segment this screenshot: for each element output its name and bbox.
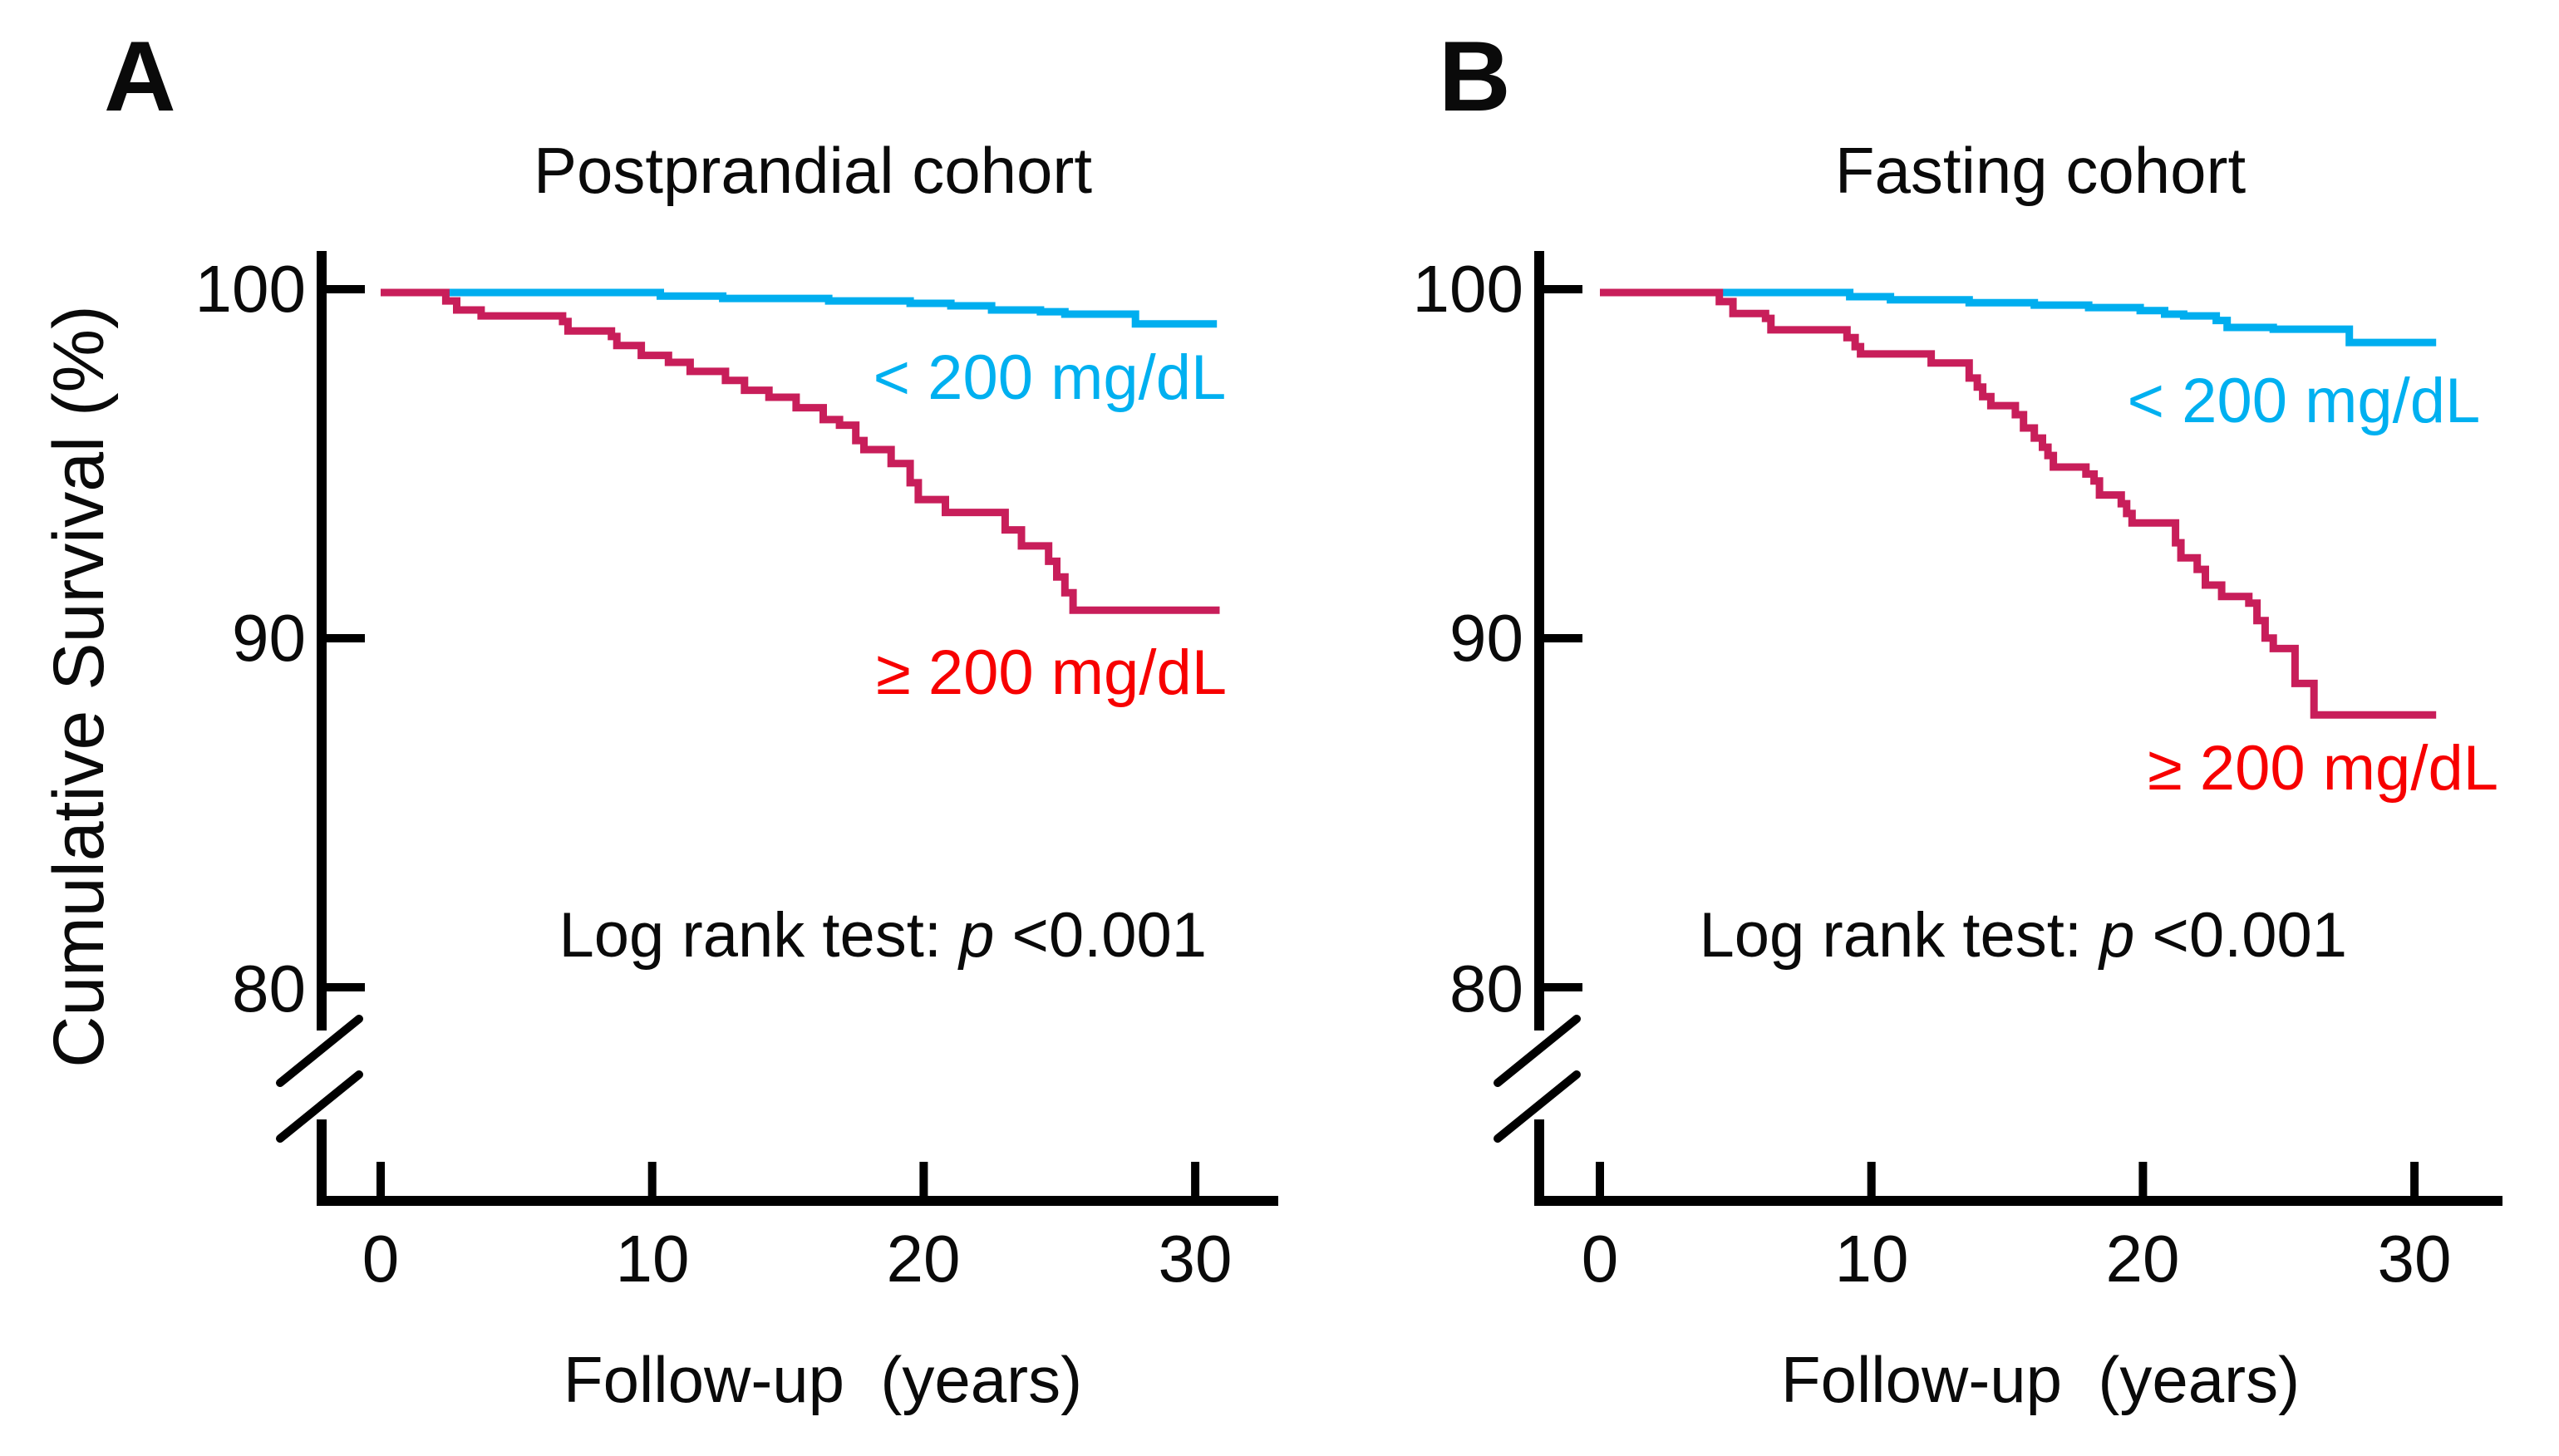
y-tick-label-90: 90: [1449, 601, 1523, 675]
y-tick-label-100: 100: [1412, 252, 1523, 326]
annotation-p: p: [959, 900, 995, 971]
y-tick-label-80: 80: [232, 952, 306, 1026]
legend-below-200: < 200 mg/dL: [2127, 366, 2481, 436]
survival-curve-above-200: [1600, 288, 2437, 719]
legend-above-200: ≥ 200 mg/dL: [876, 637, 1227, 708]
panel-letter-b: B: [1439, 21, 1511, 132]
legend-below-200: < 200 mg/dL: [873, 342, 1227, 413]
survival-curve-below-200: [381, 288, 1218, 328]
axis-break-slash: [1494, 1015, 1581, 1087]
panel-title-fasting: Fasting cohort: [1834, 134, 2247, 207]
annotation-p: p: [2099, 900, 2135, 971]
annotation-value: <0.001: [2134, 900, 2348, 971]
x-tick-label-0: 0: [362, 1222, 400, 1296]
x-tick-label-10: 10: [1834, 1222, 1909, 1296]
legend-above-200: ≥ 200 mg/dL: [2148, 733, 2498, 804]
x-axis-title: Follow-up (years): [1780, 1343, 2301, 1416]
annotation-value: <0.001: [994, 900, 1208, 971]
panel-letter-a: A: [104, 21, 176, 132]
survival-curve-below-200: [1600, 288, 2437, 347]
panel-title-postprandial: Postprandial cohort: [533, 134, 1093, 207]
log-rank-annotation: Log rank test: p <0.001: [1629, 841, 2347, 1031]
axis-break-slash: [1494, 1070, 1581, 1143]
x-tick-label-20: 20: [2105, 1222, 2180, 1296]
annotation-prefix: Log rank test:: [1699, 900, 2100, 971]
x-tick-label-30: 30: [2377, 1222, 2452, 1296]
survival-curve-above-200: [381, 288, 1220, 614]
axis-break-slash: [276, 1015, 363, 1087]
x-tick-label-20: 20: [886, 1222, 961, 1296]
axis-break-slash: [276, 1070, 363, 1143]
y-tick-label-90: 90: [232, 601, 306, 675]
x-tick-label-0: 0: [1581, 1222, 1619, 1296]
annotation-prefix: Log rank test:: [559, 900, 960, 971]
km-plot-fasting: [1494, 251, 2502, 1206]
y-tick-label-100: 100: [194, 252, 306, 326]
x-tick-label-10: 10: [615, 1222, 690, 1296]
x-tick-label-30: 30: [1158, 1222, 1233, 1296]
y-tick-label-80: 80: [1449, 952, 1523, 1026]
km-plot-postprandial: [276, 251, 1278, 1206]
log-rank-annotation: Log rank test: p <0.001: [489, 841, 1207, 1031]
x-axis-title: Follow-up (years): [563, 1343, 1083, 1416]
